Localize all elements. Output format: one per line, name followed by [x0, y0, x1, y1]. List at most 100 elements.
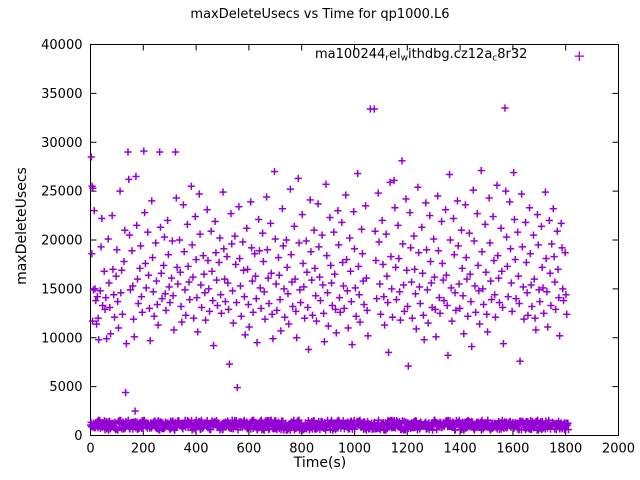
data-point — [436, 309, 444, 317]
data-point — [180, 248, 188, 256]
data-point — [334, 207, 342, 215]
data-point — [499, 340, 507, 348]
data-point — [392, 296, 401, 304]
data-point — [263, 246, 271, 254]
data-point — [464, 420, 473, 428]
data-point — [212, 249, 220, 257]
x-axis-label: Time(s) — [293, 455, 347, 471]
data-point — [285, 320, 293, 328]
data-point — [166, 298, 174, 307]
data-point — [344, 324, 352, 332]
data-point — [284, 290, 292, 298]
data-points-layer — [86, 104, 573, 434]
data-point — [350, 245, 359, 253]
data-point — [195, 190, 203, 198]
data-point — [557, 219, 565, 227]
data-point — [242, 420, 250, 428]
data-point — [502, 187, 510, 195]
data-point — [515, 299, 523, 308]
data-point — [160, 261, 168, 270]
data-point — [270, 167, 279, 176]
data-point — [434, 192, 442, 200]
data-point — [525, 420, 533, 428]
data-point — [491, 291, 499, 299]
data-point — [292, 307, 300, 315]
data-point — [447, 284, 455, 292]
data-point — [422, 246, 431, 254]
data-point — [336, 308, 344, 316]
data-point — [407, 244, 415, 252]
data-point — [559, 285, 567, 293]
data-point — [194, 420, 203, 428]
data-point — [236, 282, 245, 290]
data-point — [475, 287, 483, 295]
data-point — [148, 197, 156, 205]
data-point — [301, 314, 309, 322]
data-point — [395, 254, 403, 263]
data-point — [479, 300, 488, 309]
data-point — [213, 276, 221, 284]
data-point — [320, 338, 329, 346]
data-point — [297, 298, 305, 307]
data-point — [257, 304, 265, 313]
data-point — [449, 214, 458, 223]
data-point — [273, 306, 281, 314]
y-tick-label: 30000 — [41, 136, 82, 151]
data-point — [229, 319, 237, 327]
data-point — [224, 305, 233, 314]
data-point — [521, 218, 530, 227]
data-point — [274, 253, 283, 262]
data-point — [260, 288, 268, 296]
data-point — [251, 250, 259, 258]
data-point — [405, 420, 413, 428]
data-point — [286, 185, 294, 193]
data-point — [125, 231, 134, 239]
data-point — [378, 216, 386, 225]
data-point — [548, 240, 556, 248]
data-point — [563, 419, 572, 427]
data-point — [168, 237, 176, 245]
data-point — [200, 270, 208, 278]
data-point — [188, 241, 196, 249]
data-point — [477, 166, 485, 175]
data-point — [387, 253, 395, 261]
data-point — [358, 250, 367, 258]
data-point — [267, 269, 275, 277]
data-point — [255, 215, 263, 224]
data-point — [233, 384, 241, 392]
data-point — [444, 351, 452, 359]
data-point — [203, 206, 211, 214]
data-point — [411, 265, 419, 273]
data-point — [506, 245, 515, 253]
data-point — [164, 251, 172, 259]
data-point — [365, 419, 373, 428]
legend-entry-label: ma100244relwithdbg.cz12ac8r32 — [315, 47, 527, 64]
data-point — [331, 305, 340, 314]
data-point — [237, 312, 245, 320]
data-point — [95, 336, 103, 344]
data-point — [351, 284, 359, 292]
data-point — [261, 315, 269, 323]
data-point — [421, 420, 429, 428]
data-point — [364, 332, 372, 340]
data-point — [125, 175, 133, 183]
data-point — [256, 284, 264, 292]
data-point — [339, 282, 348, 290]
data-point — [202, 316, 210, 324]
data-point — [131, 407, 139, 415]
data-point — [526, 250, 534, 258]
data-point — [420, 336, 428, 344]
data-point — [527, 281, 535, 289]
data-point — [243, 265, 252, 273]
data-point — [225, 360, 233, 368]
data-point — [535, 286, 543, 294]
data-point — [404, 362, 412, 370]
data-point — [155, 420, 163, 428]
data-point — [339, 258, 347, 267]
data-point — [209, 341, 218, 350]
data-point — [290, 222, 298, 230]
data-point — [563, 310, 571, 318]
data-point — [491, 313, 500, 321]
data-point — [501, 104, 509, 112]
data-point — [440, 297, 448, 305]
